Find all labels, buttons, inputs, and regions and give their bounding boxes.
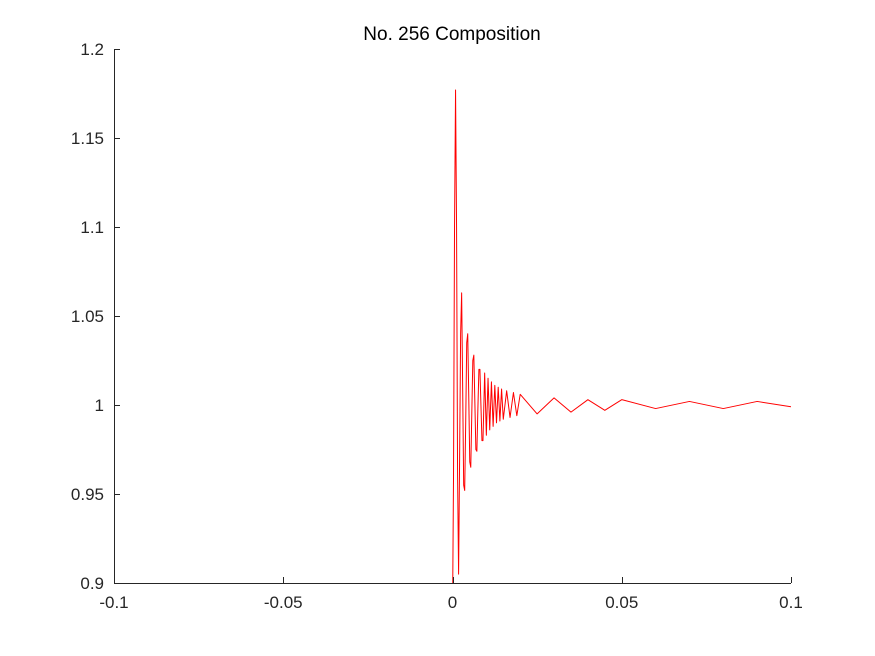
x-ticks: -0.1 -0.05 0 0.05 0.1 [99, 577, 803, 612]
x-tick-label: -0.1 [99, 593, 128, 612]
y-tick-label: 0.9 [80, 574, 104, 593]
y-tick-label: 1.2 [80, 40, 104, 59]
series-line [452, 89, 791, 583]
x-tick-label: -0.05 [264, 593, 303, 612]
plot-area [452, 89, 791, 583]
axes [114, 49, 791, 584]
y-ticks: 0.9 0.95 1 1.05 1.1 1.15 1.2 [71, 40, 120, 593]
y-tick-label: 0.95 [71, 485, 104, 504]
y-tick-label: 1.05 [71, 307, 104, 326]
chart-title: No. 256 Composition [363, 24, 540, 45]
x-tick-label: 0 [448, 593, 457, 612]
y-tick-label: 1 [95, 396, 104, 415]
x-tick-label: 0.05 [605, 593, 638, 612]
y-tick-label: 1.15 [71, 129, 104, 148]
y-tick-label: 1.1 [80, 218, 104, 237]
x-tick-label: 0.1 [779, 593, 803, 612]
